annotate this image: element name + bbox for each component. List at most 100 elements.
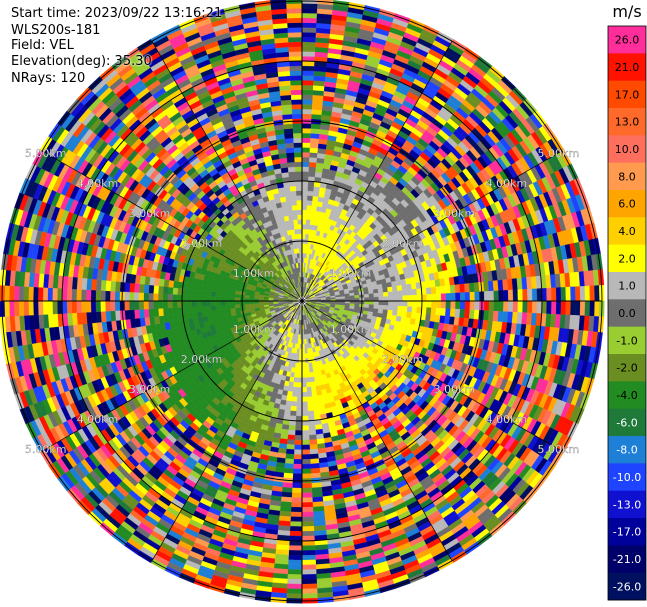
velocity-cell (138, 292, 144, 302)
velocity-cell (406, 311, 412, 319)
velocity-cell (291, 234, 296, 240)
velocity-cell (301, 425, 309, 431)
velocity-cell (445, 300, 451, 309)
velocity-cell (364, 297, 370, 302)
velocity-cell (172, 287, 179, 295)
velocity-cell (124, 300, 130, 311)
velocity-cell (364, 300, 370, 305)
velocity-cell (162, 307, 169, 316)
velocity-cell (308, 171, 316, 178)
velocity-cell (406, 306, 413, 313)
velocity-cell (378, 296, 384, 302)
velocity-cell (234, 300, 240, 305)
velocity-cell (301, 483, 312, 489)
velocity-cell (301, 166, 310, 172)
velocity-cell (288, 214, 294, 221)
velocity-cell (286, 395, 293, 402)
velocity-cell (105, 310, 112, 322)
velocity-cell (286, 444, 295, 450)
velocity-cell (407, 300, 413, 307)
velocity-cell (397, 290, 403, 297)
velocity-cell (301, 190, 308, 196)
velocity-cell (301, 132, 311, 139)
velocity-cell (225, 300, 231, 306)
velocity-cell (301, 449, 311, 455)
velocity-cell (293, 372, 299, 378)
velocity-cell (310, 467, 321, 474)
velocity-cell (308, 434, 317, 441)
velocity-cell (468, 309, 475, 320)
velocity-cell (285, 400, 292, 407)
velocity-cell (292, 113, 303, 119)
velocity-cell (311, 491, 323, 498)
velocity-cell (301, 454, 311, 460)
velocity-cell (295, 176, 303, 182)
velocity-cell (186, 306, 193, 314)
velocity-cell (311, 205, 318, 212)
velocity-cell (309, 152, 318, 158)
velocity-cell (312, 94, 324, 101)
velocity-cell (148, 308, 155, 318)
velocity-cell (412, 294, 418, 302)
velocity-cell (291, 108, 303, 115)
velocity-cell (382, 287, 389, 293)
velocity-cell (295, 180, 303, 187)
velocity-cell (124, 291, 130, 302)
velocity-cell (172, 300, 178, 308)
velocity-cell (283, 215, 290, 222)
velocity-cell (134, 283, 140, 293)
velocity-cell (308, 429, 317, 436)
velocity-cell (138, 300, 144, 310)
velocity-cell (387, 291, 394, 297)
velocity-cell (306, 382, 312, 388)
velocity-cell (440, 308, 446, 317)
velocity-cell (297, 372, 303, 378)
velocity-cell (464, 300, 471, 310)
velocity-cell (313, 186, 321, 193)
velocity-cell (280, 496, 292, 503)
velocity-cell (304, 353, 309, 359)
velocity-cell (148, 292, 154, 302)
velocity-cell (210, 291, 217, 297)
velocity-cell (309, 142, 319, 149)
velocity-cell (430, 307, 437, 316)
velocity-cell (196, 289, 202, 296)
velocity-cell (310, 128, 321, 135)
velocity-cell (372, 288, 379, 294)
velocity-cell (143, 284, 150, 294)
velocity-cell (435, 307, 442, 316)
velocity-cell (293, 147, 303, 153)
velocity-cell (105, 280, 112, 292)
velocity-cell (211, 309, 217, 316)
velocity-cell (301, 406, 308, 412)
velocity-cell (310, 463, 320, 469)
velocity-cell (301, 391, 308, 398)
velocity-cell (304, 348, 308, 354)
velocity-cell (309, 444, 318, 450)
velocity-cell (157, 293, 164, 302)
velocity-cell (293, 219, 299, 225)
velocity-cell (234, 297, 240, 302)
velocity-cell (297, 224, 303, 230)
velocity-cell (284, 458, 294, 465)
velocity-cell (301, 195, 308, 201)
velocity-cell (307, 405, 314, 412)
velocity-cell (301, 185, 309, 191)
velocity-cell (455, 292, 461, 302)
velocity-cell (301, 439, 310, 446)
velocity-cell (295, 415, 303, 422)
velocity-cell (285, 453, 295, 460)
velocity-cell (301, 420, 309, 426)
velocity-cell (450, 300, 456, 310)
velocity-cell (296, 195, 303, 201)
velocity-cell (100, 290, 106, 302)
velocity-cell (206, 310, 213, 317)
velocity-cell (402, 300, 408, 307)
velocity-cell (296, 396, 303, 402)
velocity-cell (114, 300, 120, 311)
velocity-cell (114, 291, 120, 302)
velocity-cell (309, 439, 318, 445)
velocity-cell (286, 390, 293, 397)
velocity-cell (284, 463, 294, 469)
velocity-cell (301, 459, 311, 465)
